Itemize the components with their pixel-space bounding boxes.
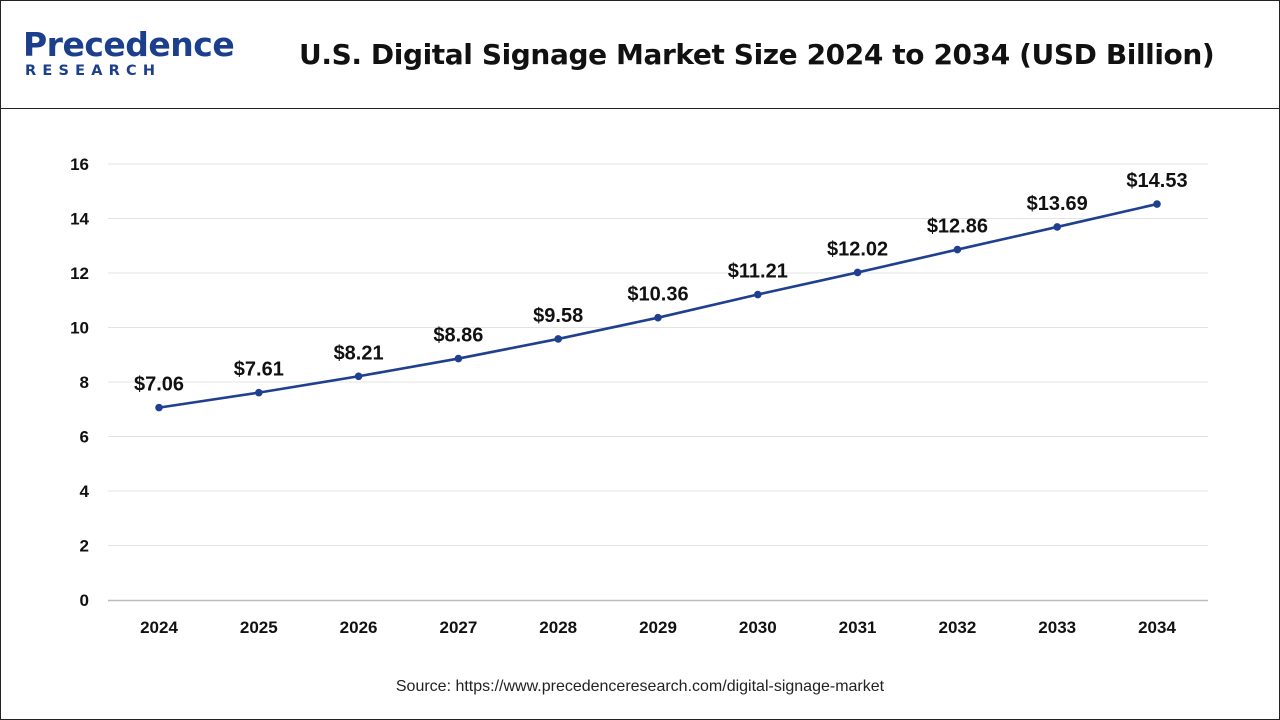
data-label: $12.02 [827, 238, 888, 260]
data-point [554, 335, 562, 343]
y-axis-ticks: 0 2 4 6 8 10 12 14 16 [70, 155, 89, 610]
data-point [953, 245, 962, 254]
data-point [853, 268, 862, 277]
x-tick-label: 2028 [539, 618, 577, 637]
x-tick-label: 2026 [340, 618, 378, 637]
x-axis-ticks: 2024 2025 2026 2027 2028 2029 2030 2031 2032 2033… [140, 618, 1176, 637]
x-tick-label: 2033 [1038, 618, 1076, 637]
data-point [754, 290, 762, 299]
data-label: $12.86 [927, 216, 988, 238]
data-label: $8.21 [334, 342, 384, 364]
data-label: $13.69 [1027, 193, 1088, 215]
data-label: $14.53 [1126, 170, 1187, 192]
series-line [158, 202, 1158, 409]
x-tick-label: 2030 [739, 618, 777, 637]
x-tick-label: 2029 [639, 618, 677, 637]
logo-subtitle: RESEARCH [25, 63, 162, 79]
data-point [254, 388, 263, 397]
logo: Precedence RESEARCH [23, 27, 235, 85]
chart-title: U.S. Digital Signage Market Size 2024 to… [299, 38, 1215, 71]
data-point [155, 403, 163, 412]
data-labels: $7.06 $7.61 $8.21 $8.86 $9.58 $10.36 $11.21 $12… [134, 170, 1188, 396]
data-points [155, 200, 1161, 412]
data-label: $10.36 [627, 284, 688, 306]
x-tick-label: 2034 [1138, 618, 1176, 637]
y-tick-label: 2 [80, 537, 89, 556]
data-label: $7.06 [134, 374, 184, 396]
x-tick-label: 2032 [938, 618, 976, 637]
x-tick-label: 2025 [240, 618, 278, 637]
x-tick-label: 2031 [839, 618, 877, 637]
gridlines [108, 163, 1208, 546]
data-point [354, 372, 363, 381]
data-label: $11.21 [728, 261, 788, 283]
y-tick-label: 0 [80, 591, 89, 610]
source-note: Source: https://www.precedenceresearch.c… [395, 678, 885, 695]
y-tick-label: 14 [70, 210, 89, 229]
data-point [1053, 223, 1061, 231]
y-tick-label: 10 [70, 319, 89, 338]
y-tick-label: 16 [70, 155, 89, 174]
x-tick-label: 2024 [140, 618, 178, 637]
data-point [654, 313, 662, 322]
data-label: $9.58 [533, 305, 583, 327]
data-point [1153, 200, 1161, 208]
y-tick-label: 4 [80, 482, 90, 501]
data-label: $8.86 [433, 325, 483, 347]
data-point [454, 354, 463, 363]
data-label: $7.61 [234, 359, 284, 381]
y-tick-label: 12 [70, 264, 89, 283]
y-tick-label: 6 [80, 428, 89, 447]
x-tick-label: 2027 [439, 618, 477, 637]
y-tick-label: 8 [80, 373, 89, 392]
header: Precedence RESEARCH U.S. Digital Signage… [1, 1, 1279, 109]
logo-name: Precedence [23, 25, 235, 64]
